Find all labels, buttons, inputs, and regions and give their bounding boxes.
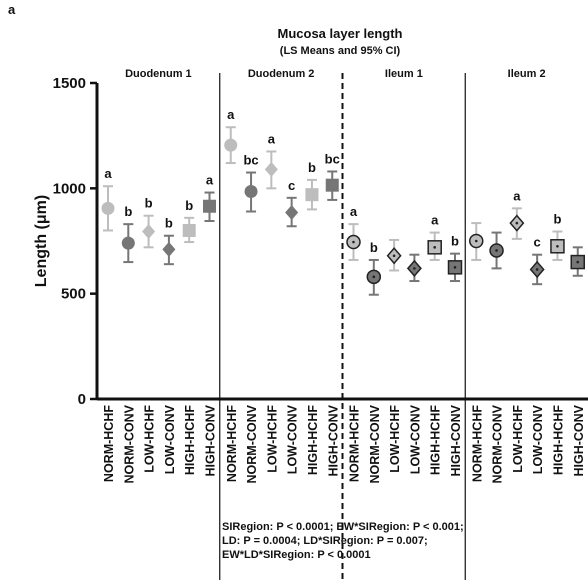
x-tick-label: LOW-CONV (286, 404, 300, 474)
significance-letter: bc (325, 151, 340, 166)
x-tick-label: LOW-CONV (408, 404, 422, 474)
x-tick-label: HIGH-HCHF (551, 405, 565, 475)
point-dot (576, 260, 580, 264)
point-dot (433, 246, 437, 249)
x-tick-label: HIGH-CONV (449, 404, 463, 476)
footnote: EW*LD*SIRegion: P < 0.0001 (222, 549, 371, 561)
y-axis-label: Length (μm) (33, 195, 50, 287)
x-tick-label: HIGH-HCHF (183, 405, 197, 475)
point (325, 178, 339, 192)
point (121, 236, 135, 250)
chart-title: Mucosa layer length (278, 26, 403, 41)
significance-letter: a (350, 204, 358, 219)
x-tick-label: NORM-HCHF (348, 405, 362, 482)
x-tick-label: HIGH-CONV (572, 404, 586, 476)
y-tick-label: 1500 (53, 75, 86, 92)
y-tick-label: 0 (78, 391, 86, 408)
x-tick-label: NORM-CONV (491, 404, 505, 483)
significance-letter: a (431, 213, 439, 228)
point (101, 201, 115, 215)
y-tick-label: 1000 (53, 180, 86, 197)
significance-letter: c (288, 178, 295, 193)
x-tick-label: LOW-HCHF (388, 405, 402, 473)
point-dot (352, 240, 355, 244)
x-tick-label: LOW-CONV (163, 404, 177, 474)
significance-letter: b (451, 234, 459, 249)
significance-letter: a (206, 173, 214, 188)
footnote: LD: P = 0.0004; LD*SIRegion: P = 0.007; (222, 535, 428, 547)
x-tick-label: NORM-CONV (122, 404, 136, 483)
significance-letter: b (308, 160, 316, 175)
point-dot (495, 249, 498, 252)
significance-letter: a (104, 166, 112, 181)
point-dot (474, 239, 478, 243)
chart-subtitle: (LS Means and 95% CI) (280, 45, 401, 57)
footnote: SIRegion: P < 0.0001; EW*SIRegion: P < 0… (222, 521, 464, 533)
significance-letter: a (513, 188, 521, 203)
significance-letter: c (534, 235, 541, 250)
point-dot (392, 254, 396, 258)
x-tick-label: HIGH-CONV (326, 404, 340, 476)
x-tick-label: LOW-CONV (531, 404, 545, 474)
x-tick-label: NORM-HCHF (225, 405, 239, 482)
panel-name: Ileum 2 (508, 68, 546, 80)
significance-letter: b (370, 240, 378, 255)
point (182, 223, 196, 237)
y-tick-label: 500 (61, 286, 86, 303)
panel-name: Duodenum 2 (248, 68, 315, 80)
point (224, 138, 238, 152)
point (142, 224, 156, 240)
x-tick-label: LOW-HCHF (265, 405, 279, 473)
x-tick-label: HIGH-HCHF (429, 405, 443, 475)
point-dot (535, 268, 539, 271)
x-tick-label: LOW-HCHF (511, 405, 525, 473)
x-tick-label: HIGH-CONV (204, 404, 218, 476)
point (305, 188, 319, 202)
significance-letter: bc (243, 153, 258, 168)
x-tick-label: NORM-HCHF (102, 405, 116, 482)
significance-letter: b (185, 198, 193, 213)
significance-letter: b (124, 204, 132, 219)
point-dot (556, 244, 559, 248)
point-dot (413, 267, 416, 270)
point-dot (515, 221, 519, 225)
significance-letter: b (145, 196, 153, 211)
panel-name: Duodenum 1 (125, 68, 192, 80)
x-tick-label: NORM-CONV (368, 404, 382, 483)
x-tick-label: HIGH-HCHF (306, 405, 320, 475)
point (244, 184, 258, 198)
x-tick-label: LOW-HCHF (143, 405, 157, 473)
panel-name: Ileum 1 (385, 68, 423, 80)
x-tick-label: NORM-CONV (245, 404, 259, 483)
panel-label: a (8, 2, 16, 17)
point-dot (372, 275, 376, 279)
point (162, 241, 176, 257)
point-dot (453, 266, 457, 269)
significance-letter: a (227, 107, 235, 122)
point (285, 205, 299, 221)
point (264, 161, 278, 177)
point (203, 199, 216, 213)
significance-letter: b (165, 216, 173, 231)
significance-letter: a (268, 131, 276, 146)
x-tick-label: NORM-HCHF (470, 405, 484, 482)
significance-letter: b (553, 212, 561, 227)
